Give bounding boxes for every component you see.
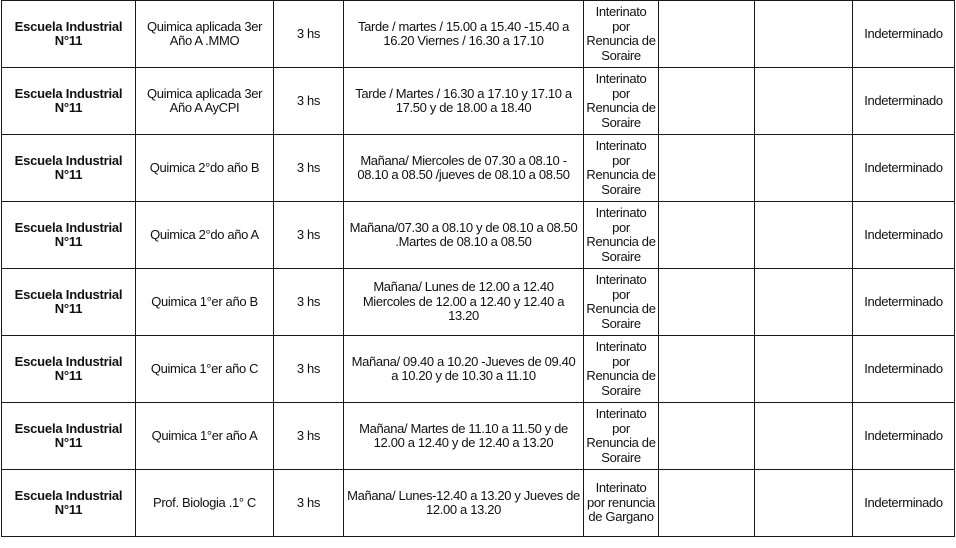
table-row: Escuela Industrial N°11 Quimica 2°do año … bbox=[1, 201, 955, 269]
empty-cell bbox=[658, 201, 755, 269]
appointment-type-cell: Interinato por Renuncia de Soraire bbox=[583, 67, 659, 135]
table-row: Escuela Industrial N°11 Quimica aplicada … bbox=[1, 0, 955, 68]
empty-cell bbox=[754, 134, 853, 202]
subject-cell: Quimica 1°er año C bbox=[135, 335, 274, 403]
duration-cell: Indeterminado bbox=[852, 335, 955, 403]
empty-cell bbox=[658, 469, 755, 537]
empty-cell bbox=[754, 201, 853, 269]
appointment-type-cell: Interinato por Renuncia de Soraire bbox=[583, 402, 659, 470]
duration-cell: Indeterminado bbox=[852, 268, 955, 336]
table-row: Escuela Industrial N°11 Quimica 2°do año … bbox=[1, 134, 955, 202]
table-row: Escuela Industrial N°11 Quimica aplicada … bbox=[1, 67, 955, 135]
empty-cell bbox=[658, 134, 755, 202]
duration-cell: Indeterminado bbox=[852, 201, 955, 269]
hours-cell: 3 hs bbox=[273, 268, 344, 336]
duration-cell: Indeterminado bbox=[852, 402, 955, 470]
schedule-cell: Mañana/ 09.40 a 10.20 -Jueves de 09.40 a… bbox=[343, 335, 584, 403]
appointment-type-cell: Interinato por Renuncia de Soraire bbox=[583, 134, 659, 202]
schedule-cell: Mañana/ Lunes-12.40 a 13.20 y Jueves de … bbox=[343, 469, 584, 537]
vacancy-table: Escuela Industrial N°11 Quimica aplicada … bbox=[1, 0, 955, 537]
empty-cell bbox=[658, 0, 755, 68]
appointment-type-cell: Interinato por renuncia de Gargano bbox=[583, 469, 659, 537]
empty-cell bbox=[658, 335, 755, 403]
subject-cell: Quimica 1°er año A bbox=[135, 402, 274, 470]
empty-cell bbox=[754, 335, 853, 403]
empty-cell bbox=[754, 469, 853, 537]
school-cell: Escuela Industrial N°11 bbox=[1, 201, 136, 269]
table-row: Escuela Industrial N°11 Quimica 1°er año … bbox=[1, 335, 955, 403]
appointment-type-cell: Interinato por Renuncia de Soraire bbox=[583, 0, 659, 68]
school-cell: Escuela Industrial N°11 bbox=[1, 402, 136, 470]
duration-cell: Indeterminado bbox=[852, 67, 955, 135]
empty-cell bbox=[754, 0, 853, 68]
hours-cell: 3 hs bbox=[273, 134, 344, 202]
school-cell: Escuela Industrial N°11 bbox=[1, 0, 136, 68]
empty-cell bbox=[658, 402, 755, 470]
empty-cell bbox=[658, 268, 755, 336]
schedule-cell: Mañana/ Miercoles de 07.30 a 08.10 - 08.… bbox=[343, 134, 584, 202]
school-cell: Escuela Industrial N°11 bbox=[1, 67, 136, 135]
hours-cell: 3 hs bbox=[273, 469, 344, 537]
hours-cell: 3 hs bbox=[273, 0, 344, 68]
subject-cell: Quimica 2°do año B bbox=[135, 134, 274, 202]
table-row: Escuela Industrial N°11 Quimica 1°er año … bbox=[1, 268, 955, 336]
schedule-cell: Mañana/07.30 a 08.10 y de 08.10 a 08.50 … bbox=[343, 201, 584, 269]
hours-cell: 3 hs bbox=[273, 335, 344, 403]
empty-cell bbox=[658, 67, 755, 135]
appointment-type-cell: Interinato por Renuncia de Soraire bbox=[583, 335, 659, 403]
empty-cell bbox=[754, 268, 853, 336]
appointment-type-cell: Interinato por Renuncia de Soraire bbox=[583, 201, 659, 269]
duration-cell: Indeterminado bbox=[852, 0, 955, 68]
schedule-cell: Tarde / Martes / 16.30 a 17.10 y 17.10 a… bbox=[343, 67, 584, 135]
hours-cell: 3 hs bbox=[273, 67, 344, 135]
appointment-type-cell: Interinato por Renuncia de Soraire bbox=[583, 268, 659, 336]
subject-cell: Quimica 1°er año B bbox=[135, 268, 274, 336]
subject-cell: Prof. Biologia .1° C bbox=[135, 469, 274, 537]
schedule-cell: Mañana/ Lunes de 12.00 a 12.40 Miercoles… bbox=[343, 268, 584, 336]
duration-cell: Indeterminado bbox=[852, 469, 955, 537]
subject-cell: Quimica aplicada 3er Año A AyCPI bbox=[135, 67, 274, 135]
hours-cell: 3 hs bbox=[273, 402, 344, 470]
table-row: Escuela Industrial N°11 Quimica 1°er año … bbox=[1, 402, 955, 470]
empty-cell bbox=[754, 402, 853, 470]
school-cell: Escuela Industrial N°11 bbox=[1, 335, 136, 403]
school-cell: Escuela Industrial N°11 bbox=[1, 134, 136, 202]
hours-cell: 3 hs bbox=[273, 201, 344, 269]
empty-cell bbox=[754, 67, 853, 135]
school-cell: Escuela Industrial N°11 bbox=[1, 469, 136, 537]
subject-cell: Quimica aplicada 3er Año A .MMO bbox=[135, 0, 274, 68]
schedule-cell: Mañana/ Martes de 11.10 a 11.50 y de 12.… bbox=[343, 402, 584, 470]
schedule-cell: Tarde / martes / 15.00 a 15.40 -15.40 a … bbox=[343, 0, 584, 68]
table-row: Escuela Industrial N°11 Prof. Biologia .1… bbox=[1, 469, 955, 537]
subject-cell: Quimica 2°do año A bbox=[135, 201, 274, 269]
school-cell: Escuela Industrial N°11 bbox=[1, 268, 136, 336]
duration-cell: Indeterminado bbox=[852, 134, 955, 202]
